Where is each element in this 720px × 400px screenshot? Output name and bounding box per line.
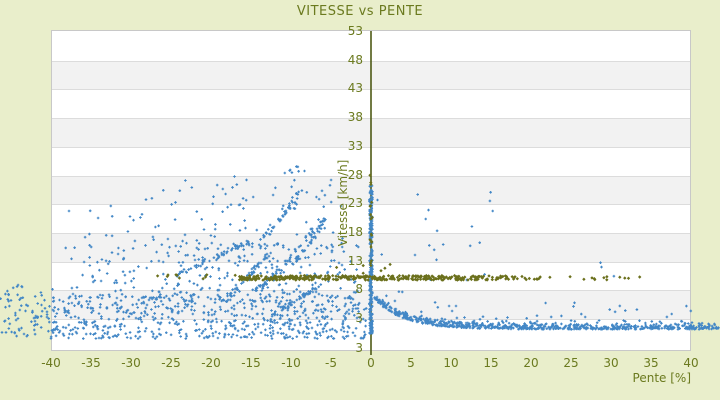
chart-title: VITESSE vs PENTE	[296, 4, 424, 19]
gridline	[52, 60, 690, 62]
x-tick-label: 5	[407, 356, 415, 370]
x-tick-label: 30	[603, 356, 619, 370]
x-tick-label: 35	[643, 356, 659, 370]
y-tick-label: 13	[347, 253, 363, 268]
gridline	[52, 261, 690, 263]
x-tick-label: 25	[563, 356, 579, 370]
y-tick-label: 38	[347, 110, 363, 125]
x-tick-label: -20	[201, 356, 221, 370]
gridline	[52, 89, 690, 91]
x-tick-label: 15	[483, 356, 499, 370]
y-tick-label: 8	[355, 282, 363, 297]
y-tick-label: 43	[347, 81, 363, 96]
y-tick-label: 23	[347, 196, 363, 211]
gridline	[52, 319, 690, 320]
gridline	[52, 232, 690, 234]
plot-band	[52, 262, 690, 291]
plot-band	[52, 147, 690, 176]
plot-area	[51, 30, 691, 351]
x-tick-label: -40	[41, 356, 61, 370]
plot-band	[52, 60, 690, 90]
y-axis-title: Vitesse [km/h]	[336, 159, 350, 247]
y-tick-label: 28	[347, 167, 363, 182]
plot-band	[52, 118, 690, 147]
y-tick-label: 33	[347, 138, 363, 153]
y-axis-bottom-label: 3	[355, 341, 363, 355]
x-tick-label: -5	[325, 356, 337, 370]
x-tick-label: 10	[443, 356, 459, 370]
x-tick-label: -25	[161, 356, 181, 370]
plot-band	[52, 204, 690, 233]
plot-band	[52, 232, 690, 262]
y-tick-label: 48	[347, 52, 363, 67]
gridline	[52, 204, 690, 206]
y-tick-label: 53	[347, 24, 363, 38]
x-tick-label: 20	[523, 356, 539, 370]
x-tick-label: -35	[81, 356, 101, 370]
plot-band	[52, 89, 690, 118]
gridline	[52, 146, 690, 148]
x-tick-label: 0	[367, 356, 375, 370]
x-tick-label: -15	[241, 356, 261, 370]
x-tick-label: -10	[281, 356, 301, 370]
gridline	[52, 290, 690, 292]
x-tick-label: -30	[121, 356, 141, 370]
y-tick-label: 3	[355, 311, 363, 325]
gridline	[52, 118, 690, 120]
plot-band	[52, 319, 690, 352]
y-tick-label: 18	[347, 224, 363, 239]
plot-band	[52, 175, 690, 205]
gridline	[52, 175, 690, 177]
x-tick-label: 40	[683, 356, 699, 370]
plot-band	[52, 32, 690, 61]
plot-band	[52, 290, 690, 319]
x-axis-title: Pente [%]	[632, 371, 691, 385]
